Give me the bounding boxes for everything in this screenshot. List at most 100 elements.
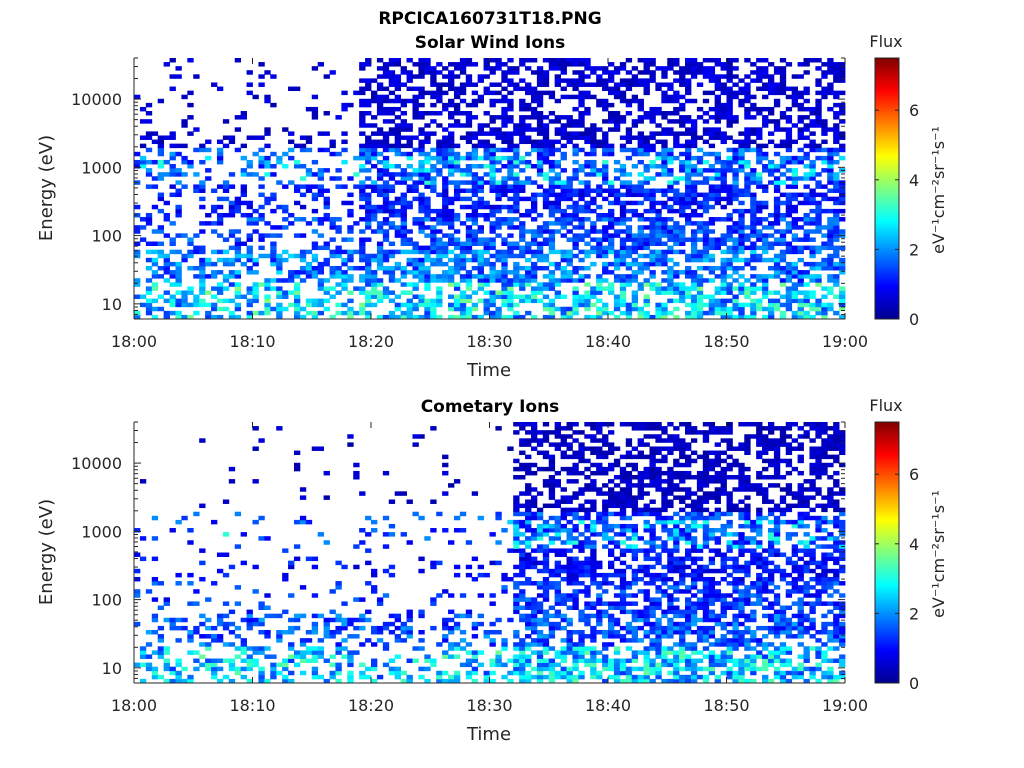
heatmap-cell — [542, 155, 550, 161]
heatmap-cell — [228, 139, 236, 145]
heatmap-cell — [839, 196, 846, 202]
heatmap-cell — [542, 282, 550, 287]
heatmap-cell — [305, 629, 313, 635]
heatmap-cell — [145, 217, 153, 222]
heatmap-cell — [489, 314, 496, 320]
heatmap-cell — [365, 217, 372, 222]
heatmap-cell — [685, 151, 692, 157]
heatmap-cell — [542, 221, 550, 226]
heatmap-cell — [288, 155, 295, 161]
heatmap-cell — [756, 151, 763, 157]
heatmap-cell — [779, 302, 787, 308]
heatmap-cell — [365, 609, 372, 615]
heatmap-cell — [655, 225, 662, 230]
heatmap-cell — [608, 102, 615, 108]
heatmap-cell — [732, 147, 739, 153]
heatmap-cell — [827, 159, 834, 165]
heatmap-cell — [791, 314, 798, 320]
heatmap-cell — [637, 115, 644, 120]
heatmap-cell — [690, 66, 698, 71]
heatmap-cell — [720, 217, 727, 222]
heatmap-cell — [382, 646, 390, 651]
heatmap-cell — [465, 642, 473, 647]
heatmap-cell — [661, 168, 668, 173]
heatmap-cell — [720, 184, 727, 189]
heatmap-cell — [335, 613, 342, 619]
heatmap-cell — [507, 102, 514, 108]
heatmap-cell — [317, 638, 325, 643]
heatmap-cell — [673, 70, 680, 75]
heatmap-cell — [726, 229, 733, 234]
heatmap-cell — [513, 528, 520, 533]
heatmap-cell — [726, 188, 733, 193]
heatmap-cell — [608, 217, 615, 222]
heatmap-cell — [489, 241, 496, 246]
heatmap-cell — [655, 237, 662, 242]
heatmap-cell — [222, 180, 230, 185]
heatmap-cell — [388, 523, 396, 529]
heatmap-cell — [477, 253, 484, 259]
heatmap-cell — [448, 111, 455, 116]
heatmap-cell — [530, 499, 538, 504]
heatmap-cell — [163, 233, 170, 238]
heatmap-cell — [507, 155, 514, 161]
heatmap-cell — [833, 70, 840, 75]
heatmap-cell — [359, 143, 366, 149]
heatmap-cell — [371, 274, 378, 279]
heatmap-cell — [732, 253, 739, 259]
heatmap-cell — [566, 548, 573, 553]
heatmap-cell — [394, 314, 402, 320]
heatmap-cell — [625, 184, 633, 189]
heatmap-cell — [264, 233, 271, 238]
heatmap-cell — [282, 151, 289, 157]
heatmap-cell — [465, 111, 473, 116]
heatmap-cell — [708, 131, 716, 136]
heatmap-cell — [619, 229, 627, 234]
heatmap-cell — [311, 629, 319, 635]
heatmap-cell — [264, 629, 271, 635]
heatmap-cell — [240, 172, 247, 177]
heatmap-cell — [252, 621, 259, 627]
heatmap-cell — [685, 200, 692, 206]
heatmap-cell — [199, 188, 206, 193]
heatmap-cell — [436, 674, 443, 680]
heatmap-cell — [554, 74, 561, 79]
heatmap-cell — [418, 265, 425, 271]
heatmap-cell — [584, 139, 591, 145]
heatmap-cell — [382, 221, 390, 226]
heatmap-cell — [240, 646, 247, 651]
heatmap-cell — [548, 66, 556, 71]
heatmap-cell — [453, 564, 461, 570]
heatmap-cell — [347, 192, 354, 198]
heatmap-cell — [222, 642, 230, 647]
heatmap-cell — [329, 249, 336, 255]
heatmap-cell — [560, 487, 567, 492]
heatmap-cell — [341, 621, 348, 627]
heatmap-cell — [584, 135, 591, 140]
heatmap-cell — [726, 314, 733, 320]
heatmap-cell — [525, 491, 532, 496]
heatmap-cell — [590, 314, 597, 320]
heatmap-cell — [353, 564, 360, 570]
heatmap-cell — [525, 613, 532, 619]
heatmap-cell — [145, 265, 153, 271]
heatmap-cell — [554, 62, 561, 67]
heatmap-cell — [382, 135, 390, 140]
heatmap-cell — [779, 294, 787, 300]
heatmap-cell — [222, 552, 230, 557]
heatmap-cell — [418, 298, 425, 304]
heatmap-cell — [732, 298, 739, 304]
heatmap-cell — [566, 314, 573, 320]
heatmap-cell — [157, 625, 165, 631]
heatmap-cell — [376, 261, 384, 267]
heatmap-cell — [809, 314, 816, 320]
heatmap-cell — [507, 670, 514, 676]
heatmap-cell — [430, 625, 437, 631]
heatmap-cell — [513, 605, 520, 610]
heatmap-cell — [507, 208, 514, 214]
heatmap-cell — [258, 678, 265, 684]
heatmap-cell — [750, 70, 757, 75]
heatmap-cell — [833, 200, 840, 206]
heatmap-cell — [430, 601, 437, 606]
heatmap-cell — [258, 621, 265, 627]
